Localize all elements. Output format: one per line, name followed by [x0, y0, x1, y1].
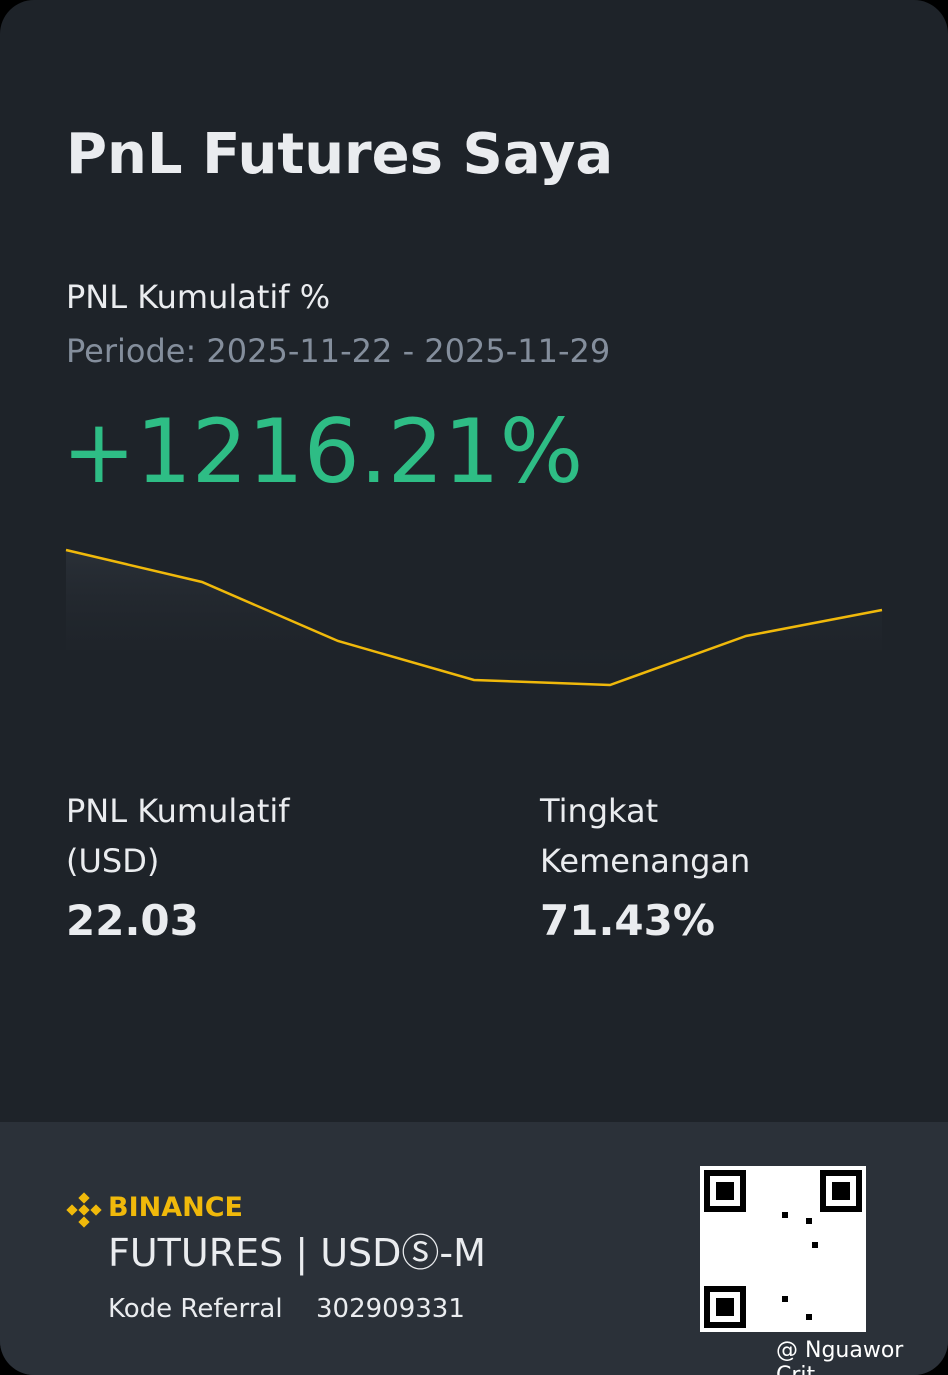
qr-finder [832, 1182, 850, 1200]
product: FUTURES | USDⓈ-M [108, 1231, 486, 1275]
stat-label: PNL Kumulatif (USD) [66, 792, 290, 880]
period: Periode: 2025-11-22 - 2025-11-29 [66, 332, 611, 370]
qr-finder [716, 1298, 734, 1316]
stat-label: Tingkat Kemenangan [540, 792, 751, 880]
footer: BINANCE FUTURES | USDⓈ-M Kode Referral 3… [0, 1122, 948, 1375]
stat-value: 22.03 [66, 896, 199, 945]
qr-module [806, 1314, 812, 1320]
watermark: @ Nguawor Crit [776, 1338, 904, 1375]
referral-label: Kode Referral [108, 1294, 283, 1324]
qr-code [700, 1166, 866, 1332]
pnl-value: +1216.21% [62, 400, 584, 503]
stat-value: 71.43% [540, 896, 715, 945]
title: PnL Futures Saya [66, 122, 614, 187]
brand: BINANCE [108, 1192, 243, 1223]
qr-module [782, 1212, 788, 1218]
pnl-label: PNL Kumulatif % [66, 278, 331, 316]
pnl-line [65, 548, 883, 687]
qr-module [812, 1242, 818, 1248]
line-area [66, 550, 882, 685]
qr-module [782, 1296, 788, 1302]
pnl-chart [65, 548, 883, 687]
brand-logo [66, 1192, 102, 1228]
qr-module [806, 1218, 812, 1224]
qr-finder [716, 1182, 734, 1200]
referral-code: 302909331 [316, 1294, 465, 1324]
